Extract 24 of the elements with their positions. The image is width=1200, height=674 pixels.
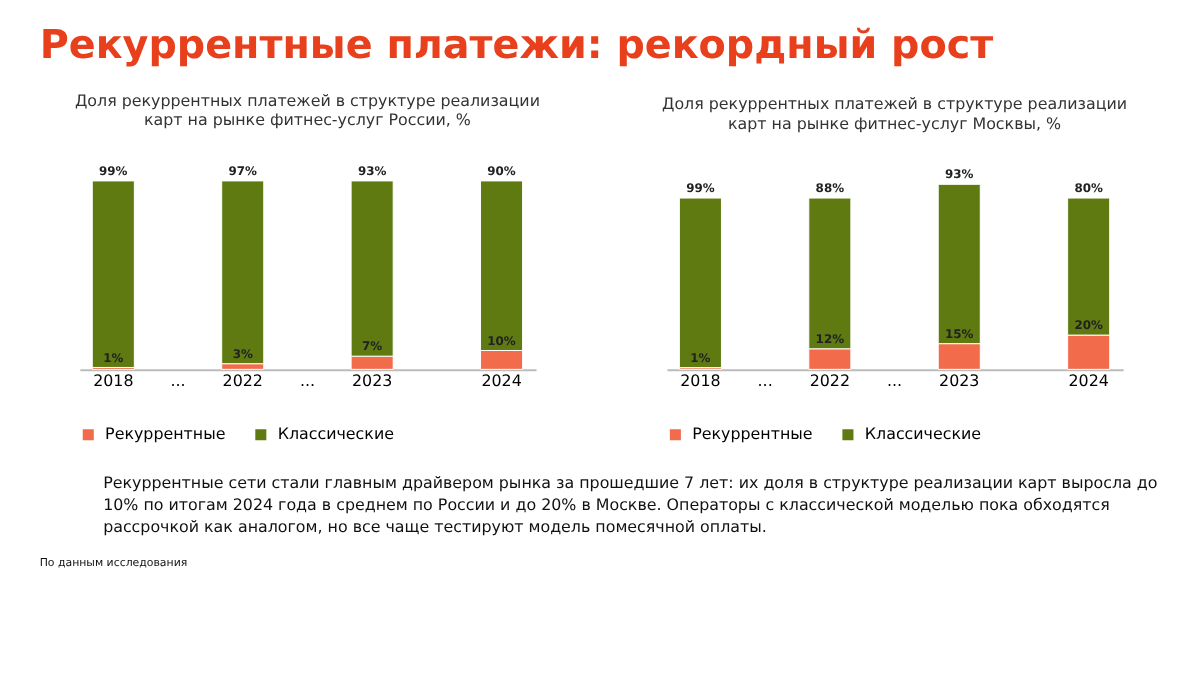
text: Доля рекуррентных платежей в структуре реализации [662, 94, 1128, 113]
x-tick-label: ... [170, 372, 186, 391]
x-tick-label: 2023 [351, 372, 393, 391]
x-tick-label: 2024 [1068, 372, 1109, 391]
text: карт на рынке фитнес-услуг Москвы, % [727, 114, 1062, 133]
x-tick-label: 2018 [680, 372, 721, 391]
text: Доля рекуррентных платежей в структуре реализации [74, 91, 540, 110]
legend-label: Рекуррентные [105, 424, 226, 443]
x-tick-label: ... [886, 372, 903, 391]
legend-label: Классические [277, 424, 395, 443]
x-tick-label: 2023 [939, 372, 980, 391]
x-tick-label: 2022 [809, 372, 851, 391]
x-tick-label: 2022 [222, 372, 263, 391]
legend-label: Классические [864, 424, 982, 443]
text: рассрочкой как аналогом, но все чаще тестируют модель помесячной оплаты. [103, 517, 767, 536]
text: карт на рынке фитнес-услуг России, % [143, 111, 471, 130]
text: 10% по итогам 2024 года в среднем по России и до 20% в Москве. Операторы с классической моделью пока обходятся [103, 496, 1111, 515]
x-tick-label: ... [757, 372, 773, 391]
text: Рекуррентные сети стали главным драйвером рынка за прошедшие 7 лет: их доля в структуре реализации карт выросла до [103, 474, 1158, 493]
x-tick-label: 2024 [481, 372, 522, 391]
x-tick-label: ... [299, 372, 315, 391]
text: Рекуррентные платежи: рекордный рост [39, 21, 995, 68]
legend-label: Рекуррентные [692, 424, 813, 443]
x-tick-label: 2018 [93, 372, 134, 391]
